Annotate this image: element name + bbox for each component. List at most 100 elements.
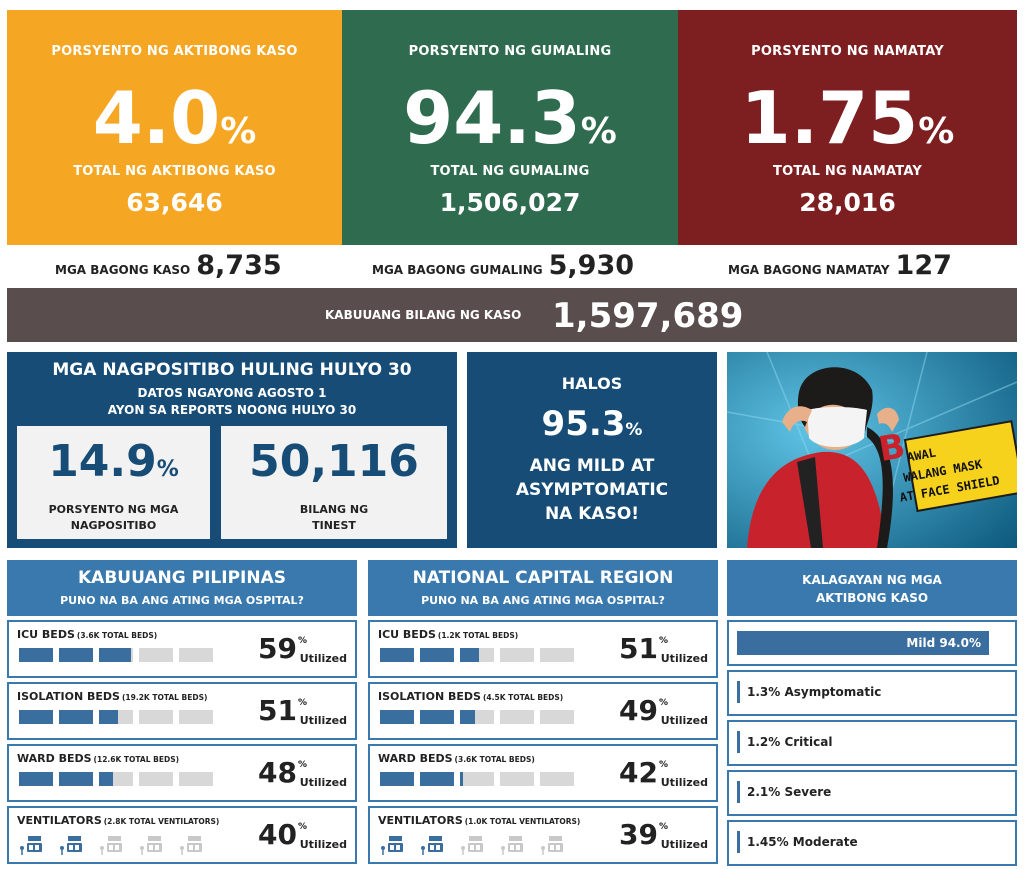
capacity-segment-fill (380, 648, 414, 662)
utilized-label: Utilized (660, 652, 708, 665)
capacity-segment-fill (420, 772, 454, 786)
capacity-segment (59, 648, 93, 662)
deaths-total-value: 28,016 (799, 188, 896, 217)
capacity-segment (500, 772, 534, 786)
capacity-segment (179, 710, 213, 724)
ventilator-icon (500, 834, 526, 856)
new-cases-label: MGA BAGONG KASO (55, 263, 191, 277)
capacity-segment-fill (460, 710, 476, 724)
capacity-segment (540, 648, 574, 662)
utilization-pct-sign: % (297, 822, 307, 832)
active-total-label: TOTAL NG AKTIBONG KASO (73, 164, 276, 179)
capacity-segment-fill (19, 648, 53, 662)
ncr-row-isolation-beds: ISOLATION BEDS (4.5K TOTAL BEDS) 49% Utiliz… (368, 682, 718, 740)
deaths-pct-value: 1.75% (740, 76, 955, 160)
utilization-pct-sign: % (658, 698, 668, 708)
ventilator-icon (139, 834, 165, 856)
utilized-label: Utilized (660, 776, 708, 789)
ventilator-icon (59, 834, 85, 856)
mild-status-label: Mild 94.0% (906, 636, 981, 650)
utilization-pct-sign: % (658, 822, 668, 832)
ph-row-isolation-beds: ISOLATION BEDS (19.2K TOTAL BEDS) 51% Utili… (7, 682, 357, 740)
positivity-label-1: PORSYENTO NG MGA (48, 503, 179, 516)
recovered-panel: PORSYENTO NG GUMALING 94.3% TOTAL NG GUM… (342, 10, 678, 245)
capacity-segment (420, 710, 454, 724)
capacity-segment (179, 648, 213, 662)
capacity-segment-fill (19, 710, 53, 724)
capacity-segment-fill (99, 710, 118, 724)
capacity-segment-fill (420, 710, 454, 724)
deaths-pct-label: PORSYENTO NG NAMATAY (751, 44, 944, 59)
capacity-segment (380, 710, 414, 724)
utilized-label: Utilized (299, 714, 347, 727)
capacity-segment (460, 648, 494, 662)
utilization-pct-sign: % (658, 760, 668, 770)
mild-pct: 95.3% (541, 404, 643, 444)
mild-line-2: ANG MILD AT (529, 456, 655, 476)
status-marker (737, 831, 740, 853)
recovered-pct-value: 94.3% (403, 76, 617, 160)
capacity-segment-fill (460, 772, 464, 786)
status-label: 1.45% Moderate (747, 835, 858, 849)
mild-line-1: HALOS (561, 374, 623, 393)
new-recovered-value: 5,930 (548, 250, 635, 281)
resource-name: ICU BEDS (3.6K TOTAL BEDS) (17, 628, 158, 641)
capacity-segment (139, 772, 173, 786)
ventilator-icon (179, 834, 205, 856)
utilization-pct: 40 (258, 818, 297, 851)
status-label: 2.1% Severe (747, 785, 832, 799)
capacity-segment-fill (380, 710, 414, 724)
ventilator-icon (380, 834, 406, 856)
utilization-pct-sign: % (658, 636, 668, 646)
capacity-segment (420, 772, 454, 786)
capacity-segment (540, 772, 574, 786)
utilization-pct: 59 (258, 632, 297, 665)
capacity-segment (139, 710, 173, 724)
capacity-segment (540, 710, 574, 724)
deaths-panel: PORSYENTO NG NAMATAY 1.75% TOTAL NG NAMA… (678, 10, 1017, 245)
tested-label-1: BILANG NG (299, 503, 369, 516)
testing-subtitle-2: AYON SA REPORTS NOONG HULYO 30 (107, 403, 357, 417)
new-deaths-label: MGA BAGONG NAMATAY (728, 263, 890, 277)
capacity-segment (500, 648, 534, 662)
new-cases: MGA BAGONG KASO 8,735 (55, 250, 282, 281)
capacity-segment (99, 648, 133, 662)
capacity-segment-fill (99, 772, 113, 786)
tested-value: 50,116 (249, 436, 419, 487)
status-row: 2.1% Severe (727, 770, 1017, 816)
ventilator-icon (540, 834, 566, 856)
tested-card: 50,116 BILANG NG TINEST (221, 426, 447, 539)
utilization-pct: 42 (619, 756, 658, 789)
deaths-total-label: TOTAL NG NAMATAY (773, 164, 922, 179)
utilized-label: Utilized (299, 776, 347, 789)
capacity-segment (460, 772, 494, 786)
recovered-pct-label: PORSYENTO NG GUMALING (408, 44, 612, 59)
new-recovered: MGA BAGONG GUMALING 5,930 (372, 250, 634, 281)
ph-row-ventilators: VENTILATORS (2.8K TOTAL VENTILATORS) 40% Ut… (7, 806, 357, 864)
capacity-segment (19, 710, 53, 724)
utilization-pct-sign: % (297, 760, 307, 770)
capacity-segment-fill (99, 648, 132, 662)
capacity-segment-fill (59, 772, 93, 786)
active-status-header: KALAGAYAN NG MGA AKTIBONG KASO (727, 560, 1017, 616)
ncr-hospital-header: NATIONAL CAPITAL REGION PUNO NA BA ANG A… (368, 560, 718, 616)
active-status-title-1: KALAGAYAN NG MGA (802, 573, 942, 587)
ncr-row-ventilators: VENTILATORS (1.0K TOTAL VENTILATORS) 39% Ut… (368, 806, 718, 864)
utilization-pct: 48 (258, 756, 297, 789)
utilized-label: Utilized (299, 652, 347, 665)
ventilator-icon (420, 834, 446, 856)
ncr-row-icu-beds: ICU BEDS (1.2K TOTAL BEDS) 51% Utilized (368, 620, 718, 678)
recovered-total-label: TOTAL NG GUMALING (430, 164, 590, 179)
status-label: 1.3% Asymptomatic (747, 685, 882, 699)
capacity-segment (19, 772, 53, 786)
ph-hospital-header: KABUUANG PILIPINAS PUNO NA BA ANG ATING … (7, 560, 357, 616)
new-cases-value: 8,735 (196, 250, 282, 281)
mild-line-3: ASYMPTOMATIC (515, 480, 669, 500)
positivity-value: 14.9% (48, 436, 179, 487)
capacity-segment (139, 648, 173, 662)
testing-subtitle-1: DATOS NGAYONG AGOSTO 1 (137, 386, 327, 400)
total-cases-label: KABUUANG BILANG NG KASO (325, 308, 522, 322)
active-status-title-2: AKTIBONG KASO (815, 591, 929, 605)
capacity-segment (500, 710, 534, 724)
ncr-title: NATIONAL CAPITAL REGION (412, 568, 674, 588)
